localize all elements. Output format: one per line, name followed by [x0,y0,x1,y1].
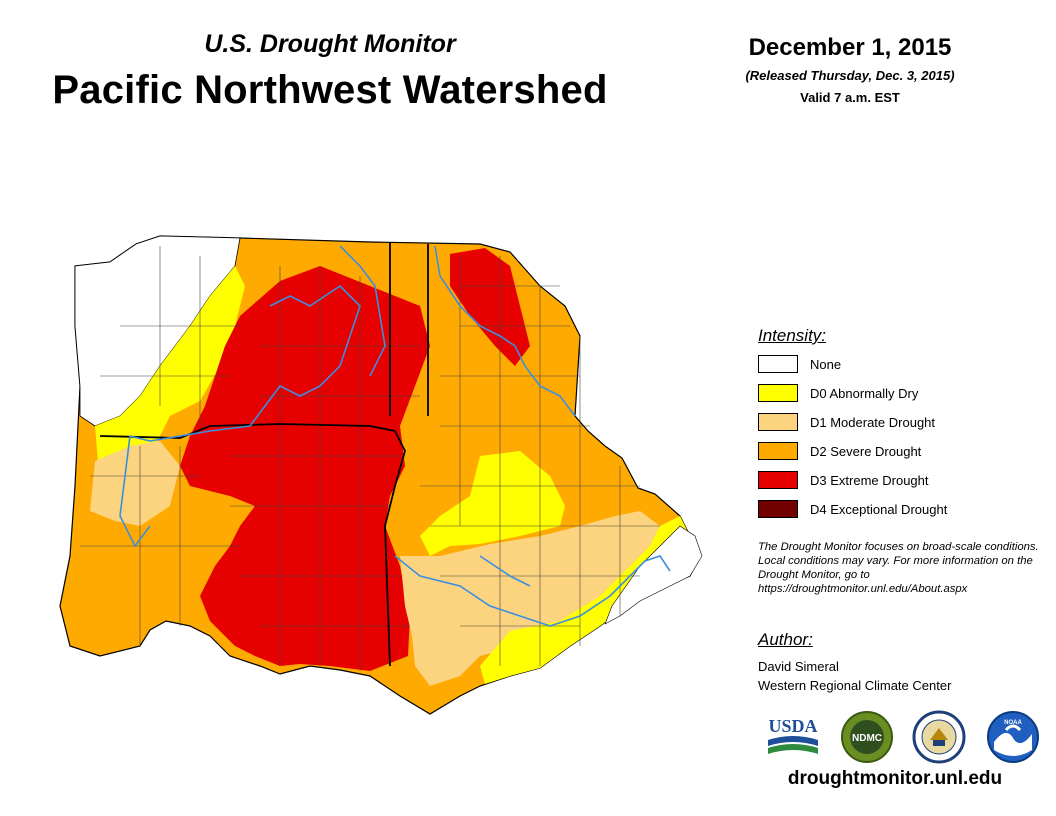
legend-swatch [758,384,798,402]
disclaimer-note: The Drought Monitor focuses on broad-sca… [758,541,1039,595]
legend-label: D0 Abnormally Dry [810,385,919,401]
ndmc-logo-text: NDMC [852,733,882,744]
legend-item-d4: D4 Exceptional Drought [758,499,947,519]
website-url[interactable]: droughtmonitor.unl.edu [787,768,1003,789]
map-subtitle: U.S. Drought Monitor [204,30,456,58]
legend-item-none: None [758,354,841,374]
region-d0-south [480,516,690,684]
drought-map [59,235,703,715]
rivers [119,245,671,627]
region-d3-central [180,266,430,671]
noaa-logo-text: NOAA [1004,720,1022,726]
legend-label: D2 Severe Drought [810,443,922,459]
legend-title: Intensity: [758,326,827,345]
legend-swatch [758,442,798,460]
legend-swatch [758,471,798,489]
legend-item-d3: D3 Extreme Drought [758,470,929,490]
legend-item-d2: D2 Severe Drought [758,441,921,461]
author-info: David Simeral Western Regional Climate C… [758,657,951,695]
map-title: Pacific Northwest Watershed [52,68,608,112]
legend-item-d0: D0 Abnormally Dry [758,383,918,403]
usda-logo: USDA [768,716,818,754]
county-lines [80,246,660,671]
legend-swatch [758,355,798,373]
legend-swatch [758,500,798,518]
commerce-seal-icon [912,710,966,764]
map-date: December 1, 2015 [748,34,952,61]
author-title: Author: [758,630,813,649]
region-d1-se [400,511,660,686]
legend-label: D1 Moderate Drought [810,414,936,430]
legend-label: None [810,356,842,372]
region-d3-ne [450,248,530,366]
legend-item-d1: D1 Moderate Drought [758,412,935,432]
noaa-logo: NOAA [987,711,1039,763]
author-name: David Simeral [758,659,839,674]
author-org: Western Regional Climate Center [758,678,952,693]
region-d1-west [90,441,180,526]
legend-label: D3 Extreme Drought [810,472,929,488]
usda-logo-text: USDA [768,716,817,736]
region-none-se [604,525,703,625]
release-date: (Released Thursday, Dec. 3, 2015) [745,68,955,83]
legend-swatch [758,413,798,431]
valid-time: Valid 7 a.m. EST [800,90,900,105]
ndmc-logo: NDMC [841,711,893,763]
legend-label: D4 Exceptional Drought [810,501,948,517]
region-d0-se [420,451,565,556]
